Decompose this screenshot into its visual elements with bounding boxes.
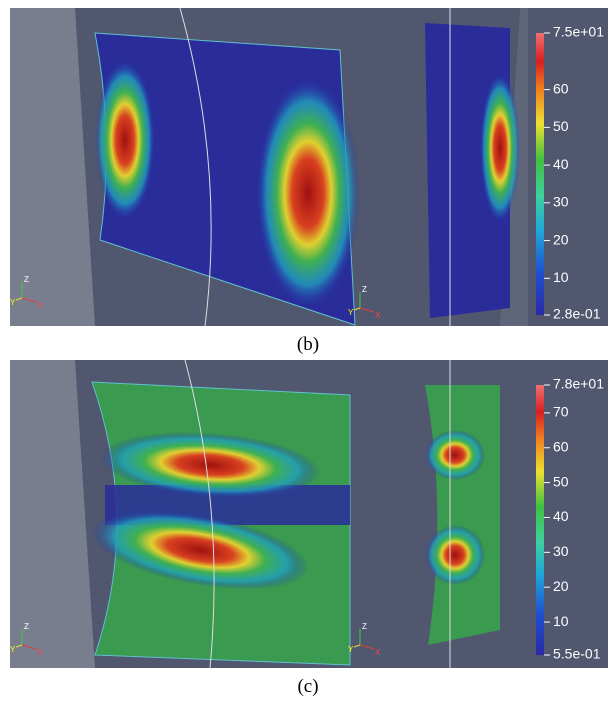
triad-label: Z [24,622,29,631]
colorbar [536,385,544,655]
triad-label: Z [24,275,29,284]
triad-label: X [375,311,381,320]
colorbar-label: 10 [553,269,569,285]
panel-c: 7.8e+01 70 60 50 40 30 20 10 5.5e-01 Z Y X Z Y X [0,360,616,668]
colorbar-label: 70 [553,404,569,420]
colorbar-label: 60 [553,80,569,96]
caption: (b) [0,334,616,356]
blob [256,78,360,308]
colorbar-label: 20 [553,231,569,247]
blob [425,525,485,585]
colorbar-label: 40 [553,508,569,524]
colorbar-label: 5.5e-01 [553,646,601,662]
colorbar-label: 50 [553,118,569,134]
colorbar-label: 20 [553,578,569,594]
colorbar-label: 7.5e+01 [553,24,604,40]
colorbar-label: 50 [553,473,569,489]
triad-label: Y [10,645,16,654]
triad-label: X [37,648,43,657]
triad-label: Y [348,645,354,654]
panel-b: 7.5e+01 60 50 40 30 20 10 2.8e-01 Z Y X Z Y X [0,8,616,326]
colorbar-label: 30 [553,194,569,210]
colorbar-label: 7.8e+01 [553,376,604,392]
colorbar-label: 40 [553,156,569,172]
triad-label: X [37,301,43,310]
caption: (c) [0,676,616,698]
colorbar-label: 2.8e-01 [553,306,601,322]
colorbar-label: 60 [553,438,569,454]
colorbar-label: 10 [553,613,569,629]
triad-label: X [375,648,381,657]
colorbar [536,33,544,315]
triad-label: Z [362,622,367,631]
blob [480,73,520,223]
colorbar-label: 30 [553,543,569,559]
triad-label: Y [10,298,16,307]
blob [425,430,485,480]
triad-label: Z [362,285,367,294]
triad-label: Y [348,308,354,317]
blob [95,60,155,220]
page: 7.5e+01 60 50 40 30 20 10 2.8e-01 Z Y X Z Y X (b) 7.8… [0,0,616,702]
